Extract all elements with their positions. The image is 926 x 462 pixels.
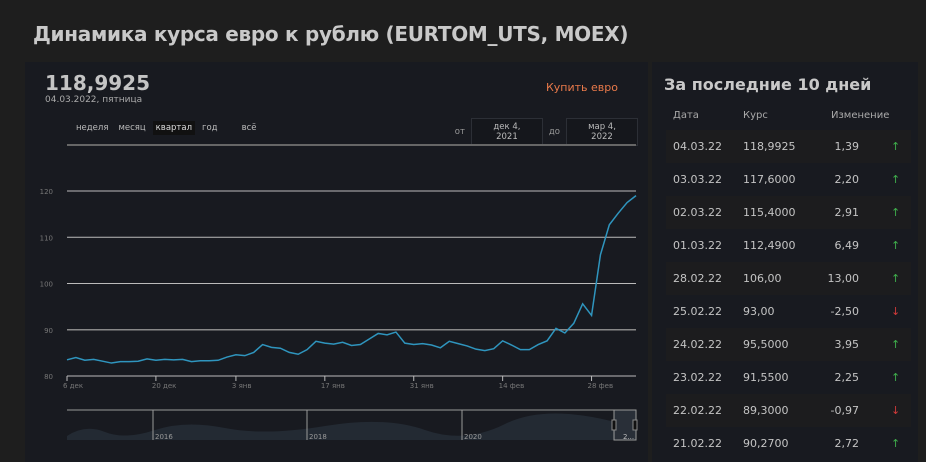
table-row: 22.02.22 89,3000 -0,97 ↓ — [666, 394, 911, 427]
page-title: Динамика курса евро к рублю (EURTOM_UTS,… — [33, 22, 629, 46]
navigator-year-label: 2016 — [155, 433, 173, 441]
period-3[interactable]: год — [202, 123, 218, 133]
arrow-up-icon: ↑ — [891, 140, 901, 153]
arrow-up-icon: ↑ — [891, 206, 901, 219]
table-row: 28.02.22 106,00 13,00 ↑ — [666, 262, 911, 295]
y-tick-label: 100 — [40, 281, 53, 289]
line-chart: 80 90 100 110 120 6 дек 20 дек 3 янв 17 янв 31 ян… — [40, 144, 638, 441]
row-rate: 112,4900 — [743, 239, 796, 252]
row-rate: 91,5500 — [743, 371, 789, 384]
row-date: 02.03.22 — [673, 206, 722, 219]
row-date: 03.03.22 — [673, 173, 722, 186]
row-date: 25.02.22 — [673, 305, 722, 318]
row-date: 01.03.22 — [673, 239, 722, 252]
current-price: 118,9925 — [45, 71, 151, 95]
from-label: от — [454, 127, 465, 137]
row-rate: 117,6000 — [743, 173, 796, 186]
navigator-year-label: 2020 — [464, 433, 482, 441]
arrow-down-icon: ↓ — [891, 305, 901, 318]
row-date: 22.02.22 — [673, 404, 722, 417]
arrow-up-icon: ↑ — [891, 272, 901, 285]
row-rate: 106,00 — [743, 272, 782, 285]
row-date: 24.02.22 — [673, 338, 722, 351]
row-date: 04.03.22 — [673, 140, 722, 153]
table-row: 04.03.22 118,9925 1,39 ↑ — [666, 130, 911, 163]
price-date: 04.03.2022, пятница — [45, 95, 143, 105]
buy-euro-link[interactable]: Купить евро — [545, 81, 618, 94]
row-change: -2,50 — [830, 305, 859, 318]
arrow-up-icon: ↑ — [891, 371, 901, 384]
to-label: до — [548, 127, 560, 137]
navigator-area — [67, 413, 615, 440]
arrow-down-icon: ↓ — [891, 404, 901, 417]
row-change: 13,00 — [827, 272, 860, 285]
row-change: 2,20 — [834, 173, 860, 186]
row-date: 28.02.22 — [673, 272, 722, 285]
period-2[interactable]: квартал — [152, 121, 196, 135]
y-tick-label: 120 — [40, 188, 53, 196]
table-title: За последние 10 дней — [664, 75, 872, 94]
to-date-input[interactable]: мар 4, 2022 — [566, 118, 638, 146]
y-tick-label: 80 — [44, 373, 53, 381]
header-date: Дата — [673, 110, 699, 121]
y-tick-label: 90 — [44, 327, 53, 335]
series-line — [66, 195, 637, 364]
row-rate: 115,4000 — [743, 206, 796, 219]
navigator-handle[interactable] — [611, 419, 617, 431]
row-change: 2,25 — [834, 371, 860, 384]
x-tick-label: 14 фев — [499, 382, 525, 390]
chart-panel: 118,9925 04.03.2022, пятница Купить евро… — [25, 62, 648, 462]
period-4[interactable]: всё — [241, 123, 257, 133]
x-tick-label: 6 дек — [63, 382, 83, 390]
x-tick-label: 20 дек — [152, 382, 177, 390]
header-rate: Курс — [743, 110, 768, 121]
table-row: 25.02.22 93,00 -2,50 ↓ — [666, 295, 911, 328]
table-row: 24.02.22 95,5000 3,95 ↑ — [666, 328, 911, 361]
period-1[interactable]: месяц — [118, 123, 146, 133]
arrow-up-icon: ↑ — [891, 173, 901, 186]
navigator-year-label: 2018 — [309, 433, 327, 441]
arrow-up-icon: ↑ — [891, 239, 901, 252]
row-change: 1,39 — [834, 140, 860, 153]
table-row: 01.03.22 112,4900 6,49 ↑ — [666, 229, 911, 262]
table-row: 21.02.22 90,2700 2,72 ↑ — [666, 427, 911, 460]
navigator-handle[interactable] — [632, 419, 638, 431]
table-body: 04.03.22 118,9925 1,39 ↑ 03.03.22 117,6000 2,2… — [666, 130, 911, 460]
row-rate: 95,5000 — [743, 338, 789, 351]
header-change: Изменение — [831, 110, 890, 121]
arrow-up-icon: ↑ — [891, 338, 901, 351]
row-rate: 89,3000 — [743, 404, 789, 417]
table-row: 03.03.22 117,6000 2,20 ↑ — [666, 163, 911, 196]
period-selector: неделя месяц квартал год всё — [73, 121, 259, 135]
row-change: 2,91 — [834, 206, 860, 219]
row-change: -0,97 — [830, 404, 859, 417]
row-rate: 93,00 — [743, 305, 775, 318]
row-change: 6,49 — [834, 239, 860, 252]
x-tick-label: 3 янв — [232, 382, 252, 390]
row-rate: 90,2700 — [743, 437, 789, 450]
y-tick-label: 110 — [40, 234, 53, 242]
table-row: 23.02.22 91,5500 2,25 ↑ — [666, 361, 911, 394]
row-date: 23.02.22 — [673, 371, 722, 384]
row-change: 3,95 — [834, 338, 860, 351]
x-tick-label: 28 фев — [588, 382, 614, 390]
row-change: 2,72 — [834, 437, 860, 450]
arrow-up-icon: ↑ — [891, 437, 901, 450]
table-row: 02.03.22 115,4000 2,91 ↑ — [666, 196, 911, 229]
row-rate: 118,9925 — [743, 140, 796, 153]
x-tick-label: 31 янв — [410, 382, 434, 390]
period-0[interactable]: неделя — [76, 123, 109, 133]
row-date: 21.02.22 — [673, 437, 722, 450]
x-tick-label: 17 янв — [321, 382, 345, 390]
navigator-year-label: 2... — [623, 433, 634, 441]
last-10-days-panel: За последние 10 дней Дата Курс Изменение… — [652, 62, 918, 462]
